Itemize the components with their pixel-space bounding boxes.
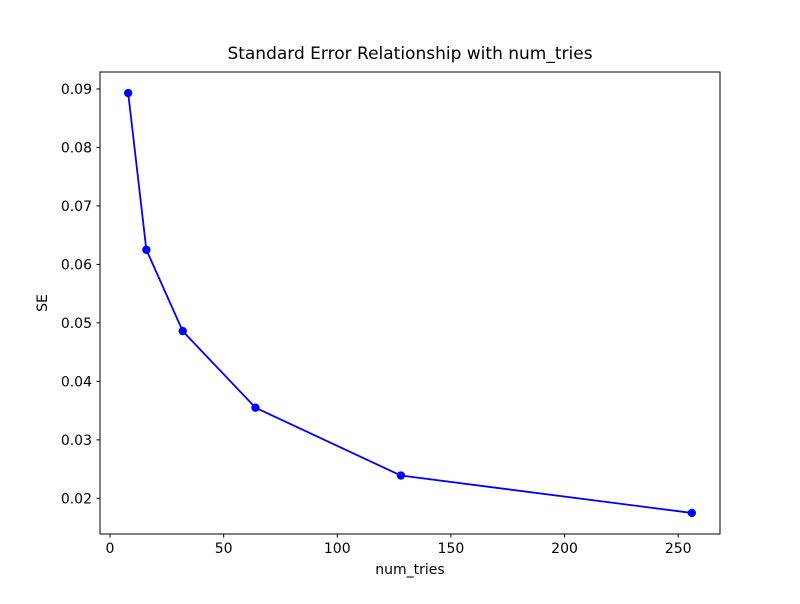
x-tick-label: 100	[324, 541, 351, 557]
y-tick-label: 0.03	[61, 433, 92, 449]
y-axis-label: SE	[35, 294, 51, 312]
chart-title: Standard Error Relationship with num_tri…	[227, 44, 592, 64]
x-tick-label: 150	[438, 541, 465, 557]
x-axis-label: num_tries	[375, 562, 444, 578]
y-tick-label: 0.02	[61, 491, 92, 507]
data-point-marker	[396, 471, 406, 480]
data-point-marker	[142, 245, 151, 254]
x-tick-label: 50	[215, 541, 233, 557]
y-tick-label: 0.09	[61, 82, 92, 98]
plot-area: 0 50 100 150 200 250 0.02 0.03 0.04 0.05 0.06 0.07 0…	[61, 71, 721, 557]
x-tick-label: 200	[551, 541, 578, 557]
x-tick-label: 250	[665, 541, 692, 557]
data-point-marker	[251, 403, 260, 412]
y-tick-label: 0.06	[61, 257, 92, 273]
data-point-marker	[123, 88, 133, 98]
x-tick-label: 0	[106, 541, 115, 557]
se-line	[127, 92, 693, 514]
axes-spines	[99, 71, 721, 535]
y-tick-label: 0.04	[61, 374, 92, 390]
y-tick-label: 0.07	[61, 199, 92, 215]
data-point-marker	[687, 508, 697, 518]
data-point-marker	[178, 326, 187, 336]
y-tick-label: 0.08	[61, 140, 92, 156]
y-tick-label: 0.05	[61, 316, 92, 332]
